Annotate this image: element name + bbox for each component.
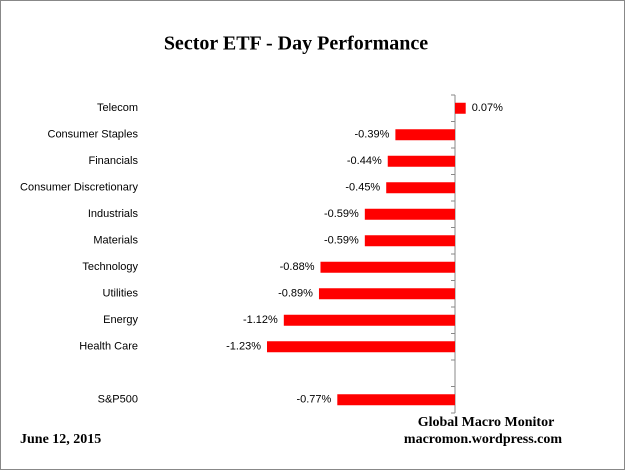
- bar: [387, 155, 455, 167]
- bar: [267, 341, 455, 353]
- y-tick-label: Consumer Discretionary: [20, 182, 138, 194]
- data-label: -0.59%: [324, 208, 359, 220]
- y-tick-label: Technology: [82, 261, 138, 273]
- data-label: -0.39%: [355, 129, 390, 141]
- y-tick-label: Industrials: [88, 208, 139, 220]
- data-label: -0.89%: [278, 288, 313, 300]
- bar: [283, 314, 455, 326]
- y-tick-label: Consumer Staples: [48, 129, 139, 141]
- annotation: Global Macro Monitor: [418, 415, 555, 430]
- y-tick-label: Energy: [103, 314, 138, 326]
- annotation: macromon.wordpress.com: [404, 432, 562, 447]
- data-label: -0.77%: [296, 394, 331, 406]
- annotation: June 12, 2015: [20, 432, 101, 447]
- chart-title: Sector ETF - Day Performance: [164, 33, 428, 55]
- data-label: -1.12%: [243, 314, 278, 326]
- bar: [318, 288, 455, 300]
- bar: [455, 102, 466, 114]
- bar: [320, 261, 455, 273]
- y-tick-label: Utilities: [103, 288, 139, 300]
- bar: [395, 129, 455, 141]
- bar: [337, 394, 455, 406]
- data-label: -0.45%: [345, 182, 380, 194]
- y-tick-label: Financials: [88, 155, 138, 167]
- bar: [386, 182, 455, 194]
- y-tick-label: Materials: [93, 235, 138, 247]
- bar: [364, 208, 455, 220]
- data-label: -0.59%: [324, 235, 359, 247]
- bar: [364, 235, 455, 247]
- data-label: 0.07%: [472, 102, 503, 114]
- y-tick-label: S&P500: [98, 394, 138, 406]
- y-tick-label: Telecom: [97, 102, 138, 114]
- data-label: -1.23%: [226, 341, 261, 353]
- data-label: -0.44%: [347, 155, 382, 167]
- data-label: -0.88%: [280, 261, 315, 273]
- y-tick-label: Health Care: [79, 341, 138, 353]
